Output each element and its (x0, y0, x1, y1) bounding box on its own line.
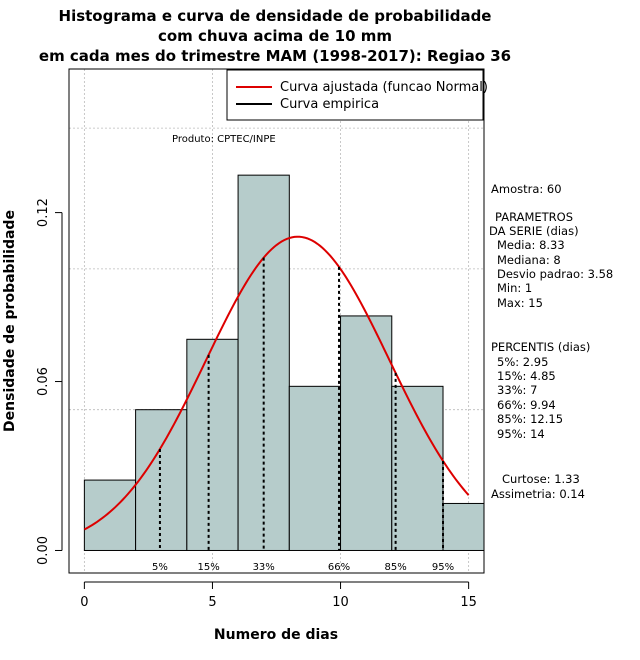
y-tick-label-1: 0.06 (36, 367, 51, 396)
params-title-line-2: DA SERIE (dias) (489, 224, 579, 238)
histogram-bar-2 (186, 338, 239, 551)
stat-p33: 33%: 7 (497, 383, 537, 397)
stat-min: Min: 1 (497, 281, 532, 295)
chart-title-line-3: em cada mes do trimestre MAM (1998-2017)… (39, 47, 511, 65)
stat-media: Media: 8.33 (497, 238, 565, 252)
x-axis-label: Numero de dias (214, 627, 338, 643)
chart-title-line-1: Histograma e curva de densidade de proba… (59, 7, 492, 25)
x-tick-label-2: 10 (332, 595, 349, 610)
stat-p15: 15%: 4.85 (497, 369, 556, 383)
x-tick-label-1: 5 (208, 595, 216, 610)
stat-p95: 95%: 14 (497, 427, 545, 441)
histogram-bar-1 (135, 409, 188, 551)
plot-frame (68, 68, 485, 574)
histogram-bar-6 (391, 385, 444, 551)
histogram-bar-4 (288, 385, 342, 551)
chart-title-line-2: com chuva acima de 10 mm (158, 27, 392, 45)
percentile-label-5: 95% (432, 562, 454, 573)
stat-sample: Amostra: 60 (491, 182, 562, 196)
y-tick-label-0: 0.00 (36, 536, 51, 565)
percentile-label-1: 15% (197, 562, 219, 573)
histogram-bar-0 (83, 479, 137, 551)
y-tick-label-2: 0.12 (36, 198, 51, 227)
stat-max: Max: 15 (497, 296, 543, 310)
normal-curve (83, 235, 470, 531)
legend-box (226, 69, 484, 121)
x-tick-label-3: 15 (460, 595, 477, 610)
normal-curve-line (83, 235, 470, 531)
stat-mediana: Mediana: 8 (497, 253, 561, 267)
legend-label-fitted: Curva ajustada (funcao Normal) (280, 80, 488, 95)
percentile-label-4: 85% (385, 562, 407, 573)
stat-curtose: Curtose: 1.33 (502, 472, 580, 486)
params-title-line-1: PARAMETROS (495, 210, 573, 224)
stat-p85: 85%: 12.15 (497, 412, 563, 426)
legend-label-empirical: Curva empirica (280, 97, 379, 112)
axes: 0 5 10 15 0.00 0.06 0.12 (36, 198, 477, 610)
percentile-label-3: 66% (328, 562, 350, 573)
stat-desvio: Desvio padrao: 3.58 (497, 267, 613, 281)
histogram-bars (83, 174, 485, 551)
percentile-label-2: 33% (253, 562, 275, 573)
stat-assimetria: Assimetria: 0.14 (491, 487, 585, 501)
y-axis-label: Densidade de probabilidade (2, 210, 18, 432)
percentile-lines: 5% 15% 33% 66% 85% 95% (152, 257, 454, 573)
legend: Curva ajustada (funcao Normal) Curva emp… (226, 69, 488, 121)
stat-p5: 5%: 2.95 (497, 355, 548, 369)
histogram-bar-7 (442, 502, 485, 551)
x-tick-label-0: 0 (80, 595, 88, 610)
product-annotation: Produto: CPTEC/INPE (172, 134, 276, 145)
stats-panel: Amostra: 60 PARAMETROS DA SERIE (dias) M… (489, 182, 613, 501)
stat-p66: 66%: 9.94 (497, 398, 556, 412)
percentis-title: PERCENTIS (dias) (491, 340, 590, 354)
percentile-label-0: 5% (152, 562, 168, 573)
